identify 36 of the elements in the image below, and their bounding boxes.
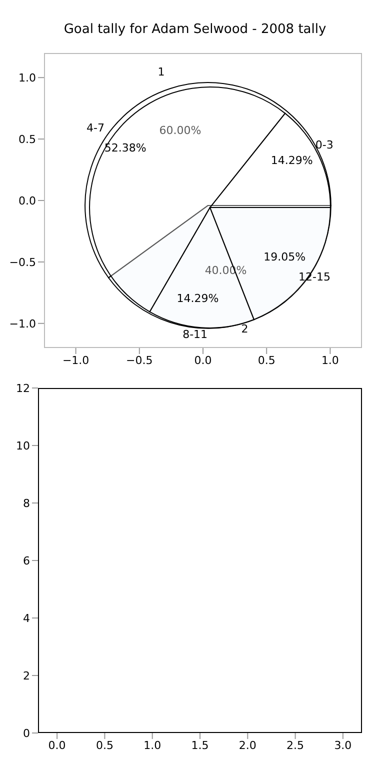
slice-label: 0-3 [315, 138, 334, 152]
y-tick-label: −0.5 [9, 256, 36, 269]
y-tick-label: 4 [23, 612, 30, 625]
x-tick-label: 2.0 [238, 738, 256, 752]
x-tick-label: 0.5 [96, 738, 114, 752]
x-tick-label: 1.0 [321, 354, 339, 367]
y-tick-label: 12 [16, 382, 30, 395]
data-label: 14.29% [176, 292, 219, 306]
y-tick-label: 0 [23, 726, 30, 740]
data-label: 19.05% [264, 250, 306, 264]
y-tick-label: 0.5 [18, 132, 36, 146]
y-tick-label: 1.0 [18, 71, 36, 84]
data-label: 14.29% [270, 154, 313, 168]
x-tick-label: 0.0 [194, 354, 212, 367]
slice-label: 4-7 [86, 121, 105, 134]
pie-slice [210, 112, 331, 208]
y-tick-label: 6 [23, 554, 30, 568]
x-tick-label: 2.5 [286, 738, 304, 752]
data-label: 60.00% [159, 124, 202, 137]
x-tick-label: 1.5 [191, 738, 209, 752]
x-tick-label: 0.0 [48, 738, 66, 752]
y-tick-label: 0.0 [18, 194, 36, 208]
slice-label: 8-11 [182, 328, 208, 342]
x-tick-label: −1.0 [62, 354, 90, 367]
data-label: 52.38% [104, 142, 146, 155]
y-tick-label: 2 [23, 669, 30, 682]
x-tick-label: 3.0 [334, 738, 352, 752]
chart-title: Goal tally for Adam Selwood - 2008 tally [62, 22, 328, 37]
x-tick-label: 0.5 [258, 354, 276, 367]
slice-label: 2 [241, 322, 248, 336]
x-tick-label: −0.5 [126, 354, 153, 367]
slice-label: 1 [158, 65, 165, 78]
y-tick-label: 10 [16, 439, 30, 452]
y-tick-label: 8 [23, 496, 30, 510]
y-tick-label: −1.0 [9, 317, 36, 330]
x-tick-label: 1.0 [144, 738, 162, 752]
